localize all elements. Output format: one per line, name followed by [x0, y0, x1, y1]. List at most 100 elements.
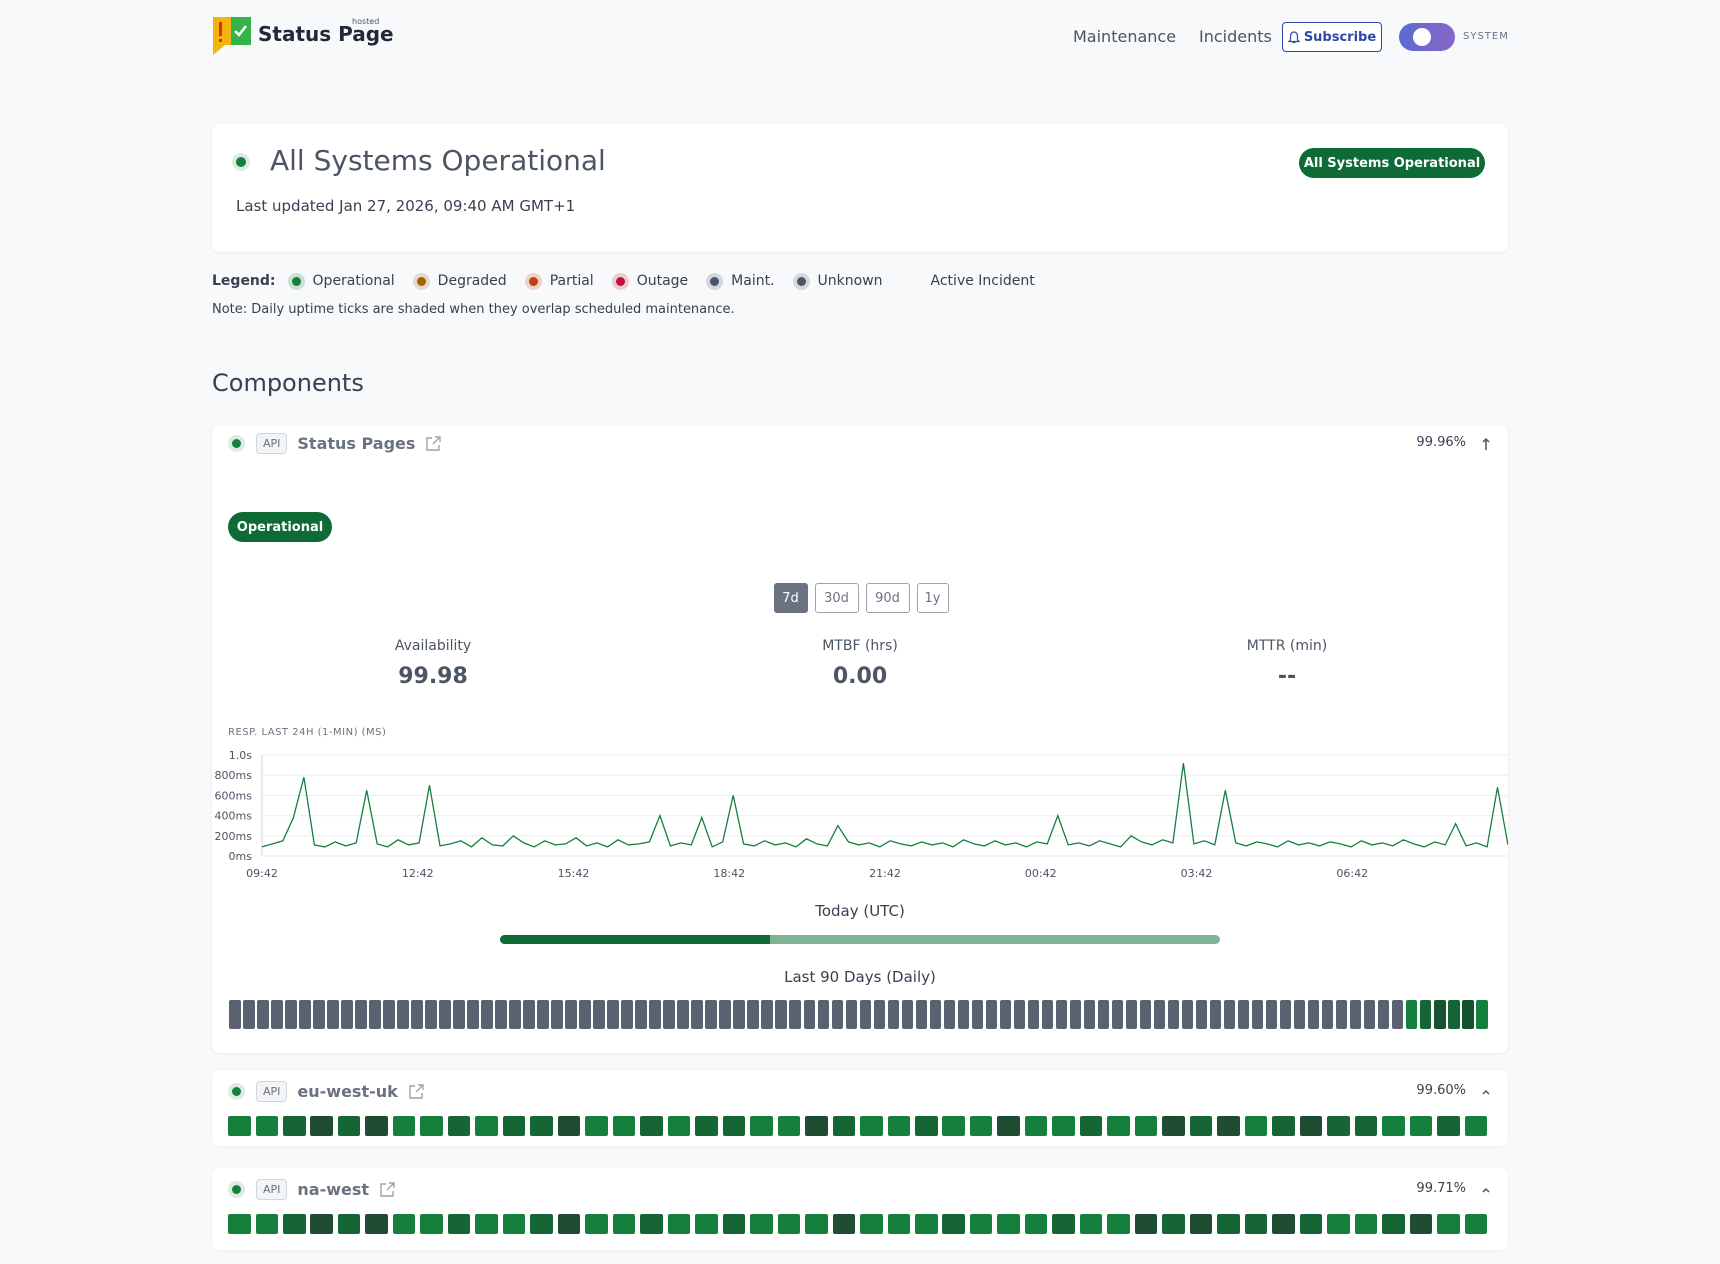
- day-tick[interactable]: [397, 1000, 409, 1029]
- day-tick[interactable]: [1405, 1000, 1418, 1029]
- day-tick[interactable]: [845, 1000, 857, 1029]
- day-tick[interactable]: [285, 1000, 297, 1029]
- day-tick[interactable]: [327, 1000, 339, 1029]
- day-tick[interactable]: [1244, 1116, 1268, 1136]
- range-button[interactable]: 30d: [814, 583, 859, 613]
- day-tick[interactable]: [832, 1214, 855, 1234]
- day-tick[interactable]: [860, 1214, 883, 1234]
- expand-icon[interactable]: [1480, 1183, 1492, 1197]
- day-tick[interactable]: [943, 1000, 956, 1029]
- day-tick[interactable]: [969, 1116, 993, 1136]
- day-tick[interactable]: [805, 1214, 828, 1234]
- day-tick[interactable]: [557, 1214, 581, 1234]
- day-tick[interactable]: [1217, 1116, 1240, 1136]
- day-tick[interactable]: [747, 1000, 759, 1029]
- day-tick[interactable]: [1419, 1000, 1432, 1029]
- day-tick[interactable]: [789, 1000, 801, 1029]
- day-tick[interactable]: [229, 1000, 241, 1029]
- day-tick[interactable]: [915, 1116, 938, 1136]
- day-tick[interactable]: [1107, 1214, 1130, 1234]
- day-tick[interactable]: [1024, 1214, 1048, 1234]
- day-tick[interactable]: [832, 1116, 855, 1136]
- day-tick[interactable]: [341, 1000, 353, 1029]
- day-tick[interactable]: [777, 1116, 801, 1136]
- day-tick[interactable]: [283, 1214, 306, 1234]
- day-tick[interactable]: [585, 1214, 608, 1234]
- day-tick[interactable]: [1237, 1000, 1250, 1029]
- day-tick[interactable]: [607, 1000, 619, 1029]
- day-tick[interactable]: [1476, 1000, 1488, 1029]
- day-tick[interactable]: [817, 1000, 829, 1029]
- day-tick[interactable]: [691, 1000, 703, 1029]
- day-tick[interactable]: [761, 1000, 773, 1029]
- nav-link[interactable]: Incidents: [1199, 27, 1272, 46]
- day-tick[interactable]: [530, 1116, 553, 1136]
- component-name[interactable]: Status Pages: [297, 433, 416, 453]
- day-tick[interactable]: [1217, 1214, 1240, 1234]
- day-tick[interactable]: [1409, 1116, 1433, 1136]
- day-tick[interactable]: [775, 1000, 787, 1029]
- day-tick[interactable]: [1223, 1000, 1236, 1029]
- expand-icon[interactable]: [1480, 437, 1492, 451]
- nav-link[interactable]: Maintenance: [1073, 27, 1177, 46]
- day-tick[interactable]: [579, 1000, 591, 1029]
- day-tick[interactable]: [509, 1000, 521, 1029]
- day-tick[interactable]: [1083, 1000, 1096, 1029]
- day-tick[interactable]: [722, 1214, 746, 1234]
- day-tick[interactable]: [299, 1000, 311, 1029]
- day-tick[interactable]: [1391, 1000, 1404, 1029]
- day-tick[interactable]: [537, 1000, 549, 1029]
- day-tick[interactable]: [283, 1116, 306, 1136]
- day-tick[interactable]: [859, 1000, 871, 1029]
- day-tick[interactable]: [1027, 1000, 1040, 1029]
- day-tick[interactable]: [228, 1214, 251, 1234]
- day-tick[interactable]: [1024, 1116, 1048, 1136]
- day-tick[interactable]: [1181, 1000, 1194, 1029]
- day-tick[interactable]: [1167, 1000, 1180, 1029]
- day-tick[interactable]: [1464, 1214, 1487, 1234]
- day-tick[interactable]: [915, 1214, 938, 1234]
- day-tick[interactable]: [1462, 1000, 1474, 1029]
- day-tick[interactable]: [942, 1116, 965, 1136]
- day-tick[interactable]: [257, 1000, 269, 1029]
- day-tick[interactable]: [667, 1214, 691, 1234]
- day-tick[interactable]: [495, 1000, 507, 1029]
- day-tick[interactable]: [453, 1000, 465, 1029]
- day-tick[interactable]: [1434, 1000, 1446, 1029]
- day-tick[interactable]: [1335, 1000, 1348, 1029]
- day-tick[interactable]: [695, 1116, 718, 1136]
- day-tick[interactable]: [392, 1214, 416, 1234]
- day-tick[interactable]: [621, 1000, 633, 1029]
- day-tick[interactable]: [1327, 1116, 1350, 1136]
- day-tick[interactable]: [337, 1116, 361, 1136]
- day-tick[interactable]: [1464, 1116, 1487, 1136]
- day-tick[interactable]: [1244, 1214, 1268, 1234]
- day-tick[interactable]: [635, 1000, 647, 1029]
- day-tick[interactable]: [1448, 1000, 1460, 1029]
- day-tick[interactable]: [425, 1000, 437, 1029]
- day-tick[interactable]: [1299, 1116, 1323, 1136]
- day-tick[interactable]: [929, 1000, 942, 1029]
- range-button[interactable]: 90d: [865, 583, 910, 613]
- day-tick[interactable]: [467, 1000, 479, 1029]
- day-tick[interactable]: [860, 1116, 883, 1136]
- day-tick[interactable]: [565, 1000, 577, 1029]
- day-tick[interactable]: [1251, 1000, 1264, 1029]
- day-tick[interactable]: [1409, 1214, 1433, 1234]
- expand-icon[interactable]: [1480, 1085, 1492, 1099]
- theme-toggle[interactable]: [1399, 23, 1455, 51]
- day-tick[interactable]: [649, 1000, 661, 1029]
- day-tick[interactable]: [677, 1000, 689, 1029]
- day-tick[interactable]: [1437, 1214, 1460, 1234]
- day-tick[interactable]: [502, 1214, 526, 1234]
- day-tick[interactable]: [255, 1214, 278, 1234]
- day-tick[interactable]: [695, 1214, 718, 1234]
- day-tick[interactable]: [1134, 1214, 1158, 1234]
- day-tick[interactable]: [1349, 1000, 1362, 1029]
- day-tick[interactable]: [369, 1000, 381, 1029]
- day-tick[interactable]: [1327, 1214, 1350, 1234]
- day-tick[interactable]: [1107, 1116, 1130, 1136]
- day-tick[interactable]: [593, 1000, 605, 1029]
- day-tick[interactable]: [1189, 1214, 1213, 1234]
- day-tick[interactable]: [1069, 1000, 1082, 1029]
